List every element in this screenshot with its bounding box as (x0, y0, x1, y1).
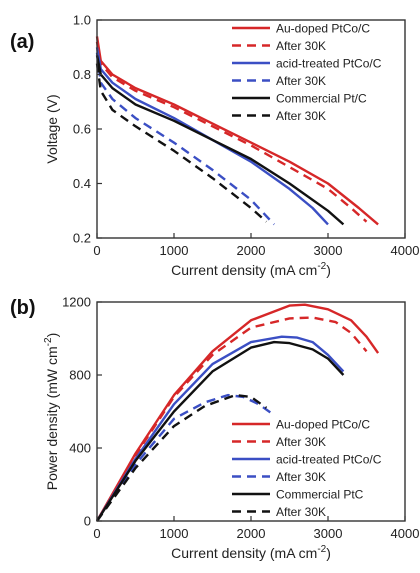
legend: Au-doped PtCo/C After 30K acid-treated PtC… (232, 22, 382, 123)
legend-label: After 30K (276, 470, 326, 484)
y-tick-label: 1.0 (73, 13, 91, 28)
legend: Au-doped PtCo/C After 30K acid-treated PtC… (232, 418, 382, 519)
x-tick-label: 2000 (237, 526, 266, 541)
series-line-5 (95, 55, 345, 226)
series-line-4 (96, 393, 275, 522)
legend-label: After 30K (276, 505, 326, 519)
legend-label: After 30K (276, 39, 326, 53)
legend-label: After 30K (276, 109, 326, 123)
legend-label: acid-treated PtCo/C (276, 453, 382, 467)
x-tick-label: 4000 (391, 526, 420, 541)
y-axis-label: Power density (mW cm-2) (43, 333, 60, 491)
chart-panel-a: (a) 0 1000 2000 3000 4000 0.2 0.4 0.6 0.8 1.0 Curre… (10, 13, 419, 279)
y-tick-label: 0.6 (73, 122, 91, 137)
x-tick-label: 2000 (237, 243, 266, 258)
y-tick-label: 0.2 (73, 231, 91, 246)
legend-label: Au-doped PtCo/C (276, 418, 370, 432)
y-axis-label: Voltage (V) (44, 94, 60, 163)
y-tick-label: 400 (69, 441, 91, 456)
y-tick-label: 0.8 (73, 67, 91, 82)
panel-label: (a) (10, 31, 34, 53)
x-tick-label: 4000 (391, 243, 420, 258)
x-tick-label: 3000 (314, 243, 343, 258)
plot-frame (96, 19, 406, 239)
panel-label: (b) (10, 297, 36, 319)
x-tick-label: 3000 (314, 526, 343, 541)
y-tick-label: 0.4 (73, 176, 91, 191)
series-line-3 (95, 47, 329, 226)
y-tick-label: 800 (69, 368, 91, 383)
x-tick-label: 1000 (160, 243, 189, 258)
x-axis-label: Current density (mA cm-2) (171, 544, 331, 561)
series-line-4 (95, 52, 275, 226)
series-lines (95, 303, 380, 522)
series-line-2 (95, 41, 368, 223)
series-line-2 (95, 316, 368, 522)
series-line-6 (95, 63, 268, 223)
y-tick-label: 0 (84, 514, 91, 529)
legend-label: acid-treated PtCo/C (276, 57, 382, 71)
x-tick-label: 1000 (160, 526, 189, 541)
legend-label: Au-doped PtCo/C (276, 22, 370, 36)
series-lines (95, 36, 379, 226)
series-line-3 (95, 335, 345, 522)
series-line-1 (95, 36, 379, 226)
legend-label: After 30K (276, 74, 326, 88)
legend-label: After 30K (276, 435, 326, 449)
y-tick-label: 1200 (62, 295, 91, 310)
chart-panel-b: (b) 0 1000 2000 3000 4000 0 400 800 1200 Current d… (10, 295, 419, 562)
x-tick-label: 0 (93, 243, 100, 258)
x-axis-label: Current density (mA cm-2) (171, 261, 331, 278)
legend-label: Commercial Pt/C (276, 92, 367, 106)
series-line-5 (95, 340, 345, 522)
x-tick-label: 0 (93, 526, 100, 541)
legend-label: Commercial PtC (276, 488, 364, 502)
series-line-6 (96, 393, 268, 522)
